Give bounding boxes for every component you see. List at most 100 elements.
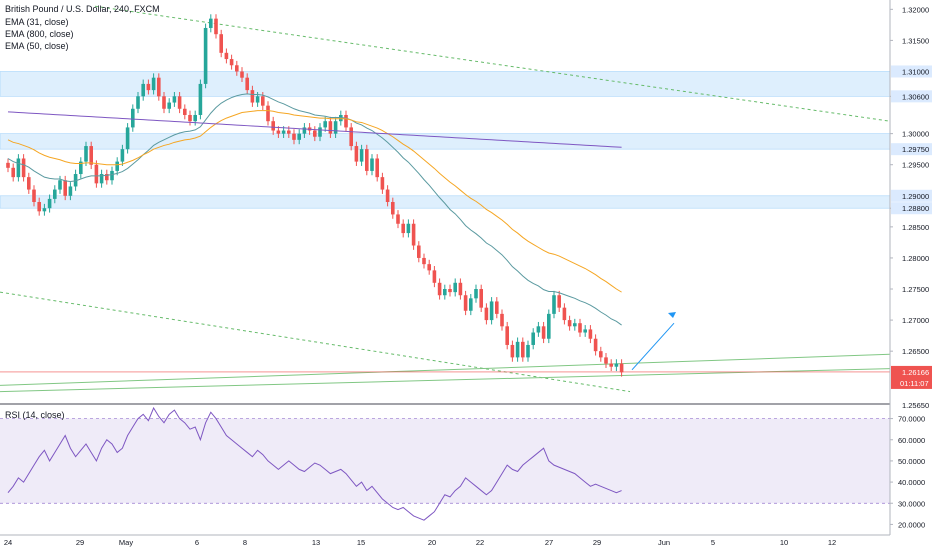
candle-body [188, 114, 192, 122]
candle-body [500, 313, 504, 327]
candle-body [396, 214, 400, 224]
current-price-badge [891, 365, 932, 389]
time-tick-label: 13 [312, 538, 320, 547]
candle-body [151, 77, 156, 91]
candle-body [479, 289, 483, 308]
price-tick-label: 1.29500 [902, 161, 929, 170]
candle-body [58, 180, 62, 190]
candle-body [318, 127, 322, 137]
rsi-tick-label: 70.0000 [898, 415, 925, 424]
candle-body [609, 363, 613, 367]
candle-body [11, 167, 15, 178]
candle-body [167, 102, 171, 109]
rsi-legend[interactable]: RSI (14, close) [5, 410, 65, 420]
candle-body [365, 149, 369, 171]
candle-body [552, 295, 556, 314]
time-tick-label: 29 [593, 538, 601, 547]
price-tick-label: 1.30000 [902, 130, 929, 139]
time-tick-label: 20 [428, 538, 436, 547]
rising-trendline-2 [0, 368, 891, 393]
ema-31-line [7, 93, 622, 326]
rsi-band [0, 418, 890, 504]
upper-dashed-trendline [94, 5, 891, 122]
candle-body [229, 59, 234, 66]
zone-1 [0, 133, 891, 150]
candle-body [417, 245, 421, 258]
candle-body [443, 289, 447, 296]
zone-2 [0, 195, 891, 209]
candle-body [261, 96, 265, 106]
time-tick-label: 12 [828, 538, 836, 547]
candle-body [599, 351, 603, 358]
candle-body [557, 295, 561, 308]
highlight-price-label: 1.31000 [902, 67, 929, 76]
candle-body [323, 121, 327, 128]
rsi-tick-label: 60.0000 [898, 436, 925, 445]
candle-body [510, 344, 515, 358]
candle-body [432, 270, 437, 283]
candle-body [401, 223, 405, 234]
candle-body [583, 329, 587, 333]
candle-body [484, 307, 489, 321]
highlight-label-bg [891, 65, 932, 78]
candle-body [110, 170, 114, 181]
candle-body [302, 127, 307, 134]
highlight-price-label: 1.29750 [902, 145, 929, 154]
ema-lines [7, 93, 622, 326]
candle-body [235, 65, 239, 72]
candle-body [224, 52, 229, 60]
candle-body [547, 313, 551, 339]
candle-body [21, 158, 26, 178]
candle-body [292, 133, 296, 140]
ema-800-legend[interactable]: EMA (800, close) [5, 29, 74, 39]
candle-body [474, 289, 478, 299]
candle-body [536, 326, 541, 333]
candle-body [63, 180, 67, 196]
rsi-tick-label: 40.0000 [898, 478, 925, 487]
candles [6, 14, 624, 377]
candle-body [203, 27, 208, 84]
candle-body [391, 202, 395, 215]
rsi-tick-label: 50.0000 [898, 457, 925, 466]
candle-body [458, 282, 463, 296]
candle-body [281, 130, 286, 134]
candle-body [172, 96, 177, 103]
price-tick-label: 1.31500 [902, 36, 929, 45]
ema-50-legend[interactable]: EMA (50, close) [5, 41, 69, 51]
candle-body [375, 158, 379, 178]
candle-body [593, 338, 598, 352]
price-tick-label: 1.26500 [902, 347, 929, 356]
lower-dashed-trendline [0, 291, 631, 393]
candle-body [489, 301, 494, 321]
candle-body [146, 83, 151, 91]
time-tick-label: May [119, 538, 133, 547]
candle-body [354, 146, 359, 162]
forecast-arrow [631, 322, 675, 371]
candle-body [427, 264, 431, 271]
candle-body [193, 114, 197, 122]
candle-body [219, 34, 223, 53]
candle-body [531, 332, 535, 345]
rsi-pane [0, 406, 890, 521]
highlight-label-bg [891, 90, 932, 103]
time-tick-label: 15 [357, 538, 365, 547]
candle-body [183, 108, 187, 115]
ema-31-legend[interactable]: EMA (31, close) [5, 17, 69, 27]
candle-body [406, 223, 411, 234]
time-tick-label: 24 [4, 538, 12, 547]
candle-body [115, 161, 119, 171]
candle-body [141, 83, 145, 97]
candle-body [505, 326, 509, 345]
candle-body [339, 114, 343, 122]
price-tick-label: 1.28500 [902, 223, 929, 232]
time-tick-label: 5 [711, 538, 715, 547]
candle-body [453, 282, 457, 293]
symbol-legend[interactable]: British Pound / U.S. Dollar, 240, FXCM [5, 4, 160, 14]
trendlines [0, 5, 891, 393]
candle-body [6, 162, 10, 168]
candle-body [131, 108, 135, 128]
time-tick-label: 8 [243, 538, 247, 547]
candle-body [344, 114, 348, 128]
